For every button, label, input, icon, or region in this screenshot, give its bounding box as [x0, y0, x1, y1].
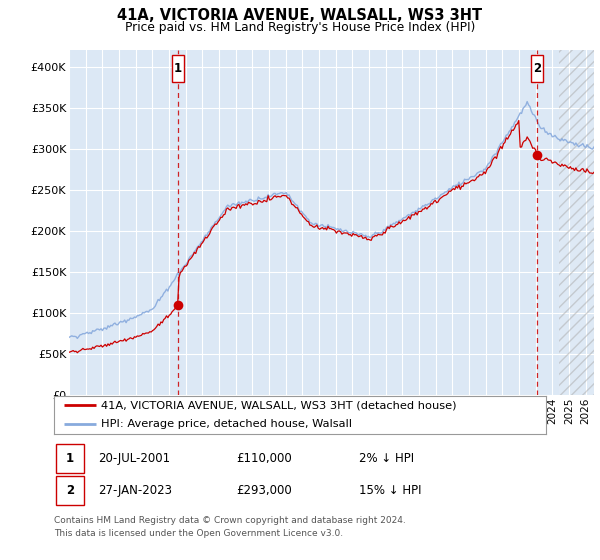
Text: £110,000: £110,000 — [236, 452, 292, 465]
FancyBboxPatch shape — [56, 476, 83, 505]
Text: 41A, VICTORIA AVENUE, WALSALL, WS3 3HT (detached house): 41A, VICTORIA AVENUE, WALSALL, WS3 3HT (… — [101, 400, 456, 410]
Text: 15% ↓ HPI: 15% ↓ HPI — [359, 484, 422, 497]
Text: 41A, VICTORIA AVENUE, WALSALL, WS3 3HT: 41A, VICTORIA AVENUE, WALSALL, WS3 3HT — [118, 8, 482, 24]
Text: 2: 2 — [533, 62, 541, 75]
Text: £293,000: £293,000 — [236, 484, 292, 497]
Text: 1: 1 — [174, 62, 182, 75]
Text: 2% ↓ HPI: 2% ↓ HPI — [359, 452, 414, 465]
FancyBboxPatch shape — [56, 444, 83, 473]
Text: 1: 1 — [66, 452, 74, 465]
Text: 27-JAN-2023: 27-JAN-2023 — [98, 484, 172, 497]
Text: Contains HM Land Registry data © Crown copyright and database right 2024.: Contains HM Land Registry data © Crown c… — [54, 516, 406, 525]
FancyBboxPatch shape — [172, 54, 184, 82]
Text: HPI: Average price, detached house, Walsall: HPI: Average price, detached house, Wals… — [101, 419, 352, 430]
Text: 2: 2 — [66, 484, 74, 497]
FancyBboxPatch shape — [531, 54, 542, 82]
Text: 20-JUL-2001: 20-JUL-2001 — [98, 452, 170, 465]
Text: Price paid vs. HM Land Registry's House Price Index (HPI): Price paid vs. HM Land Registry's House … — [125, 21, 475, 34]
Bar — [559, 50, 594, 395]
Text: This data is licensed under the Open Government Licence v3.0.: This data is licensed under the Open Gov… — [54, 529, 343, 538]
Bar — [559, 50, 594, 395]
